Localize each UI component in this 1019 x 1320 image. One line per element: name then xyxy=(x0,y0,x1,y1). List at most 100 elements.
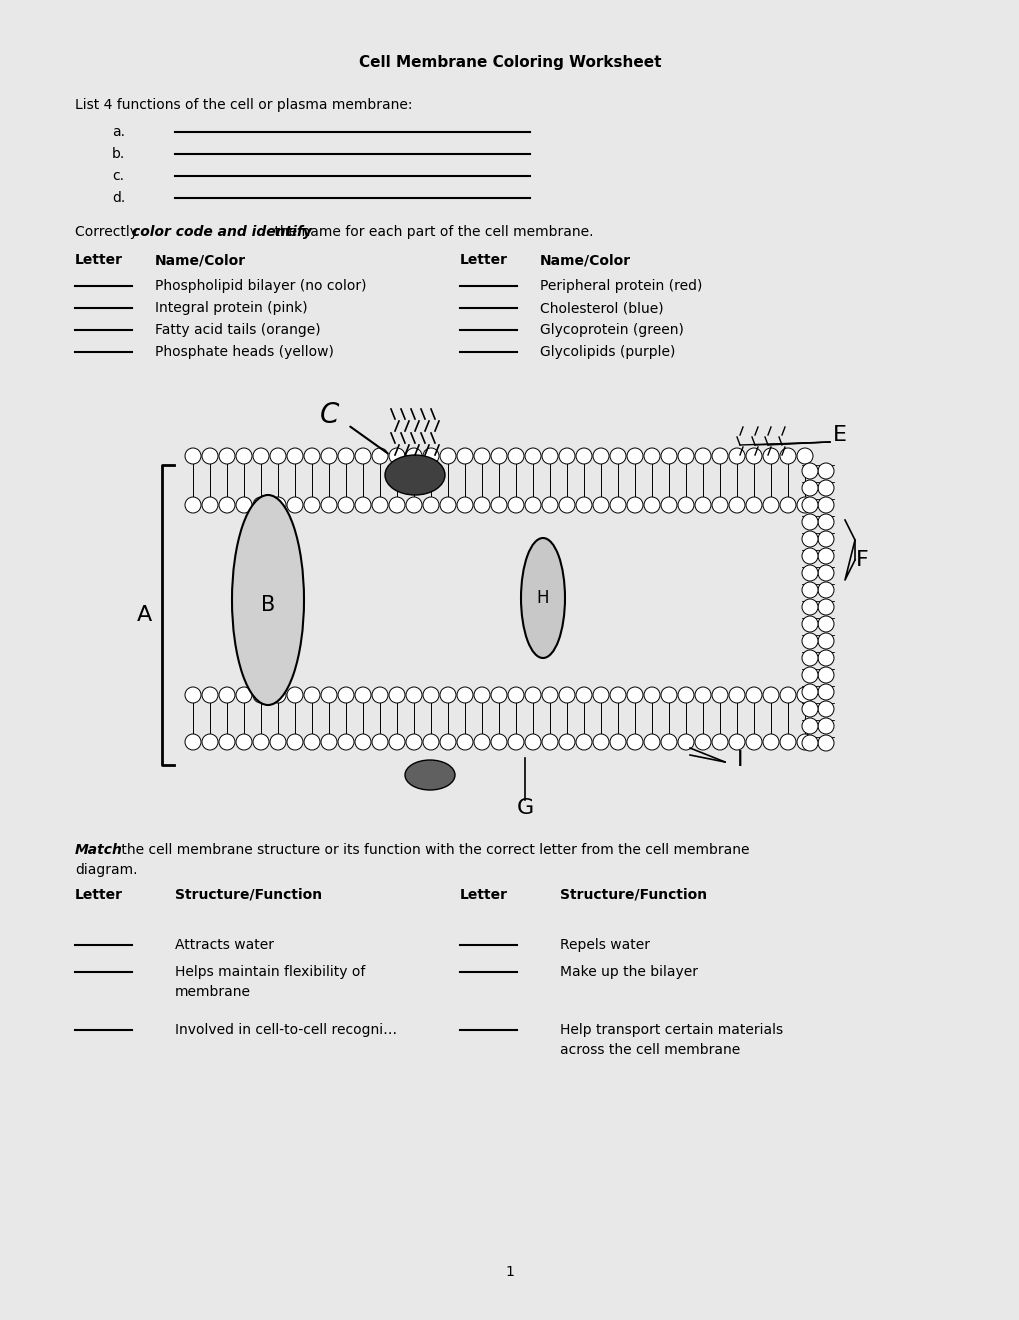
Text: Help transport certain materials: Help transport certain materials xyxy=(559,1023,783,1038)
Text: Name/Color: Name/Color xyxy=(155,253,246,267)
Circle shape xyxy=(745,447,761,465)
Circle shape xyxy=(304,686,320,704)
Circle shape xyxy=(474,447,489,465)
Circle shape xyxy=(780,686,795,704)
Circle shape xyxy=(729,447,744,465)
Circle shape xyxy=(817,463,834,479)
Text: Helps maintain flexibility of: Helps maintain flexibility of xyxy=(175,965,365,979)
Circle shape xyxy=(660,447,677,465)
Circle shape xyxy=(337,686,354,704)
Circle shape xyxy=(801,548,817,564)
Circle shape xyxy=(474,498,489,513)
Circle shape xyxy=(801,634,817,649)
Text: List 4 functions of the cell or plasma membrane:: List 4 functions of the cell or plasma m… xyxy=(75,98,412,112)
Circle shape xyxy=(817,649,834,667)
Circle shape xyxy=(817,701,834,717)
Text: Phospholipid bilayer (no color): Phospholipid bilayer (no color) xyxy=(155,279,366,293)
Circle shape xyxy=(423,686,438,704)
Circle shape xyxy=(372,498,387,513)
Circle shape xyxy=(643,447,659,465)
Circle shape xyxy=(817,565,834,581)
Circle shape xyxy=(355,734,371,750)
Circle shape xyxy=(745,686,761,704)
Circle shape xyxy=(817,616,834,632)
Text: Letter: Letter xyxy=(460,888,507,902)
Circle shape xyxy=(253,734,269,750)
Circle shape xyxy=(627,686,642,704)
Text: Structure/Function: Structure/Function xyxy=(175,888,322,902)
Circle shape xyxy=(801,616,817,632)
Text: H: H xyxy=(536,589,548,607)
Circle shape xyxy=(423,498,438,513)
Ellipse shape xyxy=(521,539,565,657)
Text: Name/Color: Name/Color xyxy=(539,253,631,267)
Circle shape xyxy=(801,735,817,751)
Circle shape xyxy=(729,734,744,750)
Circle shape xyxy=(439,447,455,465)
Circle shape xyxy=(592,498,608,513)
Circle shape xyxy=(490,734,506,750)
Text: d.: d. xyxy=(112,191,125,205)
Circle shape xyxy=(286,447,303,465)
Circle shape xyxy=(711,447,728,465)
Text: diagram.: diagram. xyxy=(75,863,138,876)
Circle shape xyxy=(286,498,303,513)
Circle shape xyxy=(801,498,817,513)
Circle shape xyxy=(558,498,575,513)
Circle shape xyxy=(576,447,591,465)
Circle shape xyxy=(286,734,303,750)
Circle shape xyxy=(457,498,473,513)
Circle shape xyxy=(507,686,524,704)
Circle shape xyxy=(406,734,422,750)
Circle shape xyxy=(235,498,252,513)
Text: membrane: membrane xyxy=(175,985,251,999)
Circle shape xyxy=(355,686,371,704)
Circle shape xyxy=(337,447,354,465)
Circle shape xyxy=(762,498,779,513)
Circle shape xyxy=(525,686,540,704)
Text: b.: b. xyxy=(112,147,125,161)
Circle shape xyxy=(817,582,834,598)
Circle shape xyxy=(678,447,693,465)
Text: Correctly: Correctly xyxy=(75,224,143,239)
Circle shape xyxy=(801,565,817,581)
Circle shape xyxy=(525,734,540,750)
Circle shape xyxy=(457,686,473,704)
Circle shape xyxy=(796,686,812,704)
Circle shape xyxy=(796,498,812,513)
Circle shape xyxy=(558,447,575,465)
Text: Glycoprotein (green): Glycoprotein (green) xyxy=(539,323,683,337)
Circle shape xyxy=(678,686,693,704)
Circle shape xyxy=(817,735,834,751)
Circle shape xyxy=(541,734,557,750)
Circle shape xyxy=(801,649,817,667)
Circle shape xyxy=(355,447,371,465)
Circle shape xyxy=(711,734,728,750)
Circle shape xyxy=(817,498,834,513)
Circle shape xyxy=(372,447,387,465)
Circle shape xyxy=(694,734,710,750)
Circle shape xyxy=(490,498,506,513)
Circle shape xyxy=(729,498,744,513)
Circle shape xyxy=(609,447,626,465)
Circle shape xyxy=(817,480,834,496)
Circle shape xyxy=(576,734,591,750)
Circle shape xyxy=(270,498,285,513)
Circle shape xyxy=(643,686,659,704)
Text: color code and identify: color code and identify xyxy=(131,224,312,239)
Text: the name for each part of the cell membrane.: the name for each part of the cell membr… xyxy=(270,224,593,239)
Circle shape xyxy=(796,447,812,465)
Text: Peripheral protein (red): Peripheral protein (red) xyxy=(539,279,702,293)
Circle shape xyxy=(507,734,524,750)
Circle shape xyxy=(609,686,626,704)
Text: Letter: Letter xyxy=(460,253,507,267)
Circle shape xyxy=(423,447,438,465)
Circle shape xyxy=(219,686,234,704)
Circle shape xyxy=(678,498,693,513)
Circle shape xyxy=(694,686,710,704)
Circle shape xyxy=(541,447,557,465)
Circle shape xyxy=(541,686,557,704)
Circle shape xyxy=(372,686,387,704)
Circle shape xyxy=(423,734,438,750)
Text: Letter: Letter xyxy=(75,888,123,902)
